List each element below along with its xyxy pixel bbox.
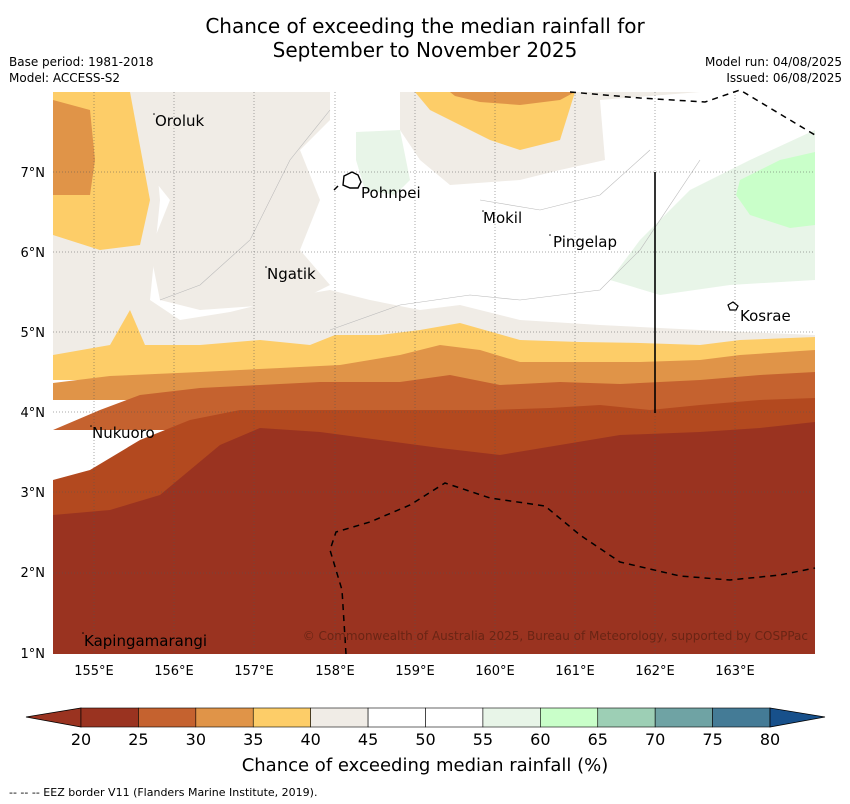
island-pohnpei-shape <box>342 171 362 189</box>
zone-35-40 <box>415 92 575 150</box>
eez-border-line <box>333 185 339 191</box>
colorbar-cell <box>310 707 369 728</box>
colorbar-title: Chance of exceeding median rainfall (%) <box>241 755 609 776</box>
place-label-pingelap: Pingelap <box>553 233 617 251</box>
colorbar-cell <box>80 707 139 728</box>
lat-label: 1°N <box>21 647 46 662</box>
colorbar-cell <box>482 707 541 728</box>
colorbar-tick-label: 20 <box>70 730 92 749</box>
contour-line <box>479 149 651 211</box>
colorbar-tick-label: 70 <box>644 730 666 749</box>
colorbar-tick-label: 50 <box>415 730 436 749</box>
lon-label: 155°E <box>74 664 114 679</box>
colorbar-cell <box>425 707 484 728</box>
zone-55-60 <box>356 130 410 195</box>
lat-label: 7°N <box>21 166 46 181</box>
lon-label: 159°E <box>395 664 435 679</box>
place-label-nukuoro: Nukuoro <box>92 424 155 442</box>
map-title-line1: Chance of exceeding the median rainfall … <box>205 14 645 38</box>
colorbar-tick-label: 40 <box>300 730 321 749</box>
copyright-text: © Commonwealth of Australia 2025, Bureau… <box>303 629 808 643</box>
place-label-ngatik: Ngatik <box>267 265 316 283</box>
lat-label: 4°N <box>21 406 46 421</box>
colorbar-tick-label: 55 <box>472 730 494 749</box>
probability-fields <box>53 92 815 654</box>
colorbar-cell <box>654 707 713 728</box>
zone-below-20 <box>53 422 815 654</box>
colorbar-cell <box>252 707 311 728</box>
lon-label: 160°E <box>475 664 515 679</box>
place-label-pohnpei: Pohnpei <box>361 184 421 202</box>
lon-label: 162°E <box>635 664 675 679</box>
lat-label: 6°N <box>21 246 46 261</box>
colorbar-tick-label: 75 <box>702 730 723 749</box>
place-label-kapingamarangi: Kapingamarangi <box>84 632 207 650</box>
colorbar-tick-label: 30 <box>185 730 206 749</box>
colorbar-tick-label: 65 <box>587 730 608 749</box>
island-dot <box>153 113 155 115</box>
eez-border <box>329 89 816 655</box>
colorbar-cell <box>138 707 197 728</box>
lon-label: 156°E <box>154 664 194 679</box>
colorbar-tick-label: 25 <box>128 730 149 749</box>
zone-40-45 <box>53 92 330 310</box>
map-title-line2: September to November 2025 <box>272 38 578 62</box>
island-dot <box>82 632 84 634</box>
lat-label: 5°N <box>21 326 46 341</box>
colorbar-cell <box>367 707 426 728</box>
place-label-mokil: Mokil <box>483 209 522 227</box>
base-period-label: Base period: 1981-2018 <box>9 55 154 69</box>
lat-label: 2°N <box>21 566 46 581</box>
colorbar-cell <box>597 707 656 728</box>
lat-label: 3°N <box>21 486 46 501</box>
issued-label: Issued: 06/08/2025 <box>726 71 842 85</box>
place-labels: Oroluk Pohnpei Mokil Pingelap Ngatik Kos… <box>84 112 791 650</box>
lon-label: 157°E <box>234 664 274 679</box>
lat-axis: 7°N 6°N 5°N 4°N 3°N 2°N 1°N <box>21 166 46 662</box>
contour-line <box>329 159 701 331</box>
eez-border-line <box>569 89 816 136</box>
colorbar-tick-label: 35 <box>243 730 264 749</box>
colorbar-cell <box>195 707 254 728</box>
zone-30-35 <box>53 100 95 195</box>
colorbar-tick-label: 80 <box>759 730 781 749</box>
colorbar-cell <box>712 707 771 728</box>
colorbar-low-arrow <box>25 707 82 728</box>
zone-30-35 <box>450 92 575 105</box>
lon-label: 158°E <box>315 664 355 679</box>
model-label: Model: ACCESS-S2 <box>9 71 121 85</box>
eez-border-line <box>329 482 816 655</box>
model-run-label: Model run: 04/08/2025 <box>704 55 842 69</box>
colorbar <box>25 707 826 728</box>
place-label-oroluk: Oroluk <box>155 112 204 130</box>
zone-60-65 <box>736 152 815 228</box>
place-label-kosrae: Kosrae <box>740 307 791 325</box>
island-kosrae-shape <box>727 301 739 311</box>
lon-label: 161°E <box>555 664 595 679</box>
lon-label: 163°E <box>715 664 755 679</box>
island-dot <box>265 266 267 268</box>
island-dot <box>482 210 484 212</box>
gridlines <box>53 92 815 654</box>
colorbar-tick-label: 45 <box>357 730 379 749</box>
colorbar-tick-label: 60 <box>530 730 551 749</box>
lon-axis: 155°E 156°E 157°E 158°E 159°E 160°E 161°… <box>74 664 755 679</box>
colorbar-high-arrow <box>769 707 826 728</box>
island-dot <box>549 234 551 236</box>
colorbar-cell <box>540 707 599 728</box>
contour-line <box>159 109 331 301</box>
islands <box>82 113 739 634</box>
island-dot <box>90 425 92 427</box>
eez-footnote: -- -- -- EEZ border V11 (Flanders Marine… <box>9 786 318 799</box>
